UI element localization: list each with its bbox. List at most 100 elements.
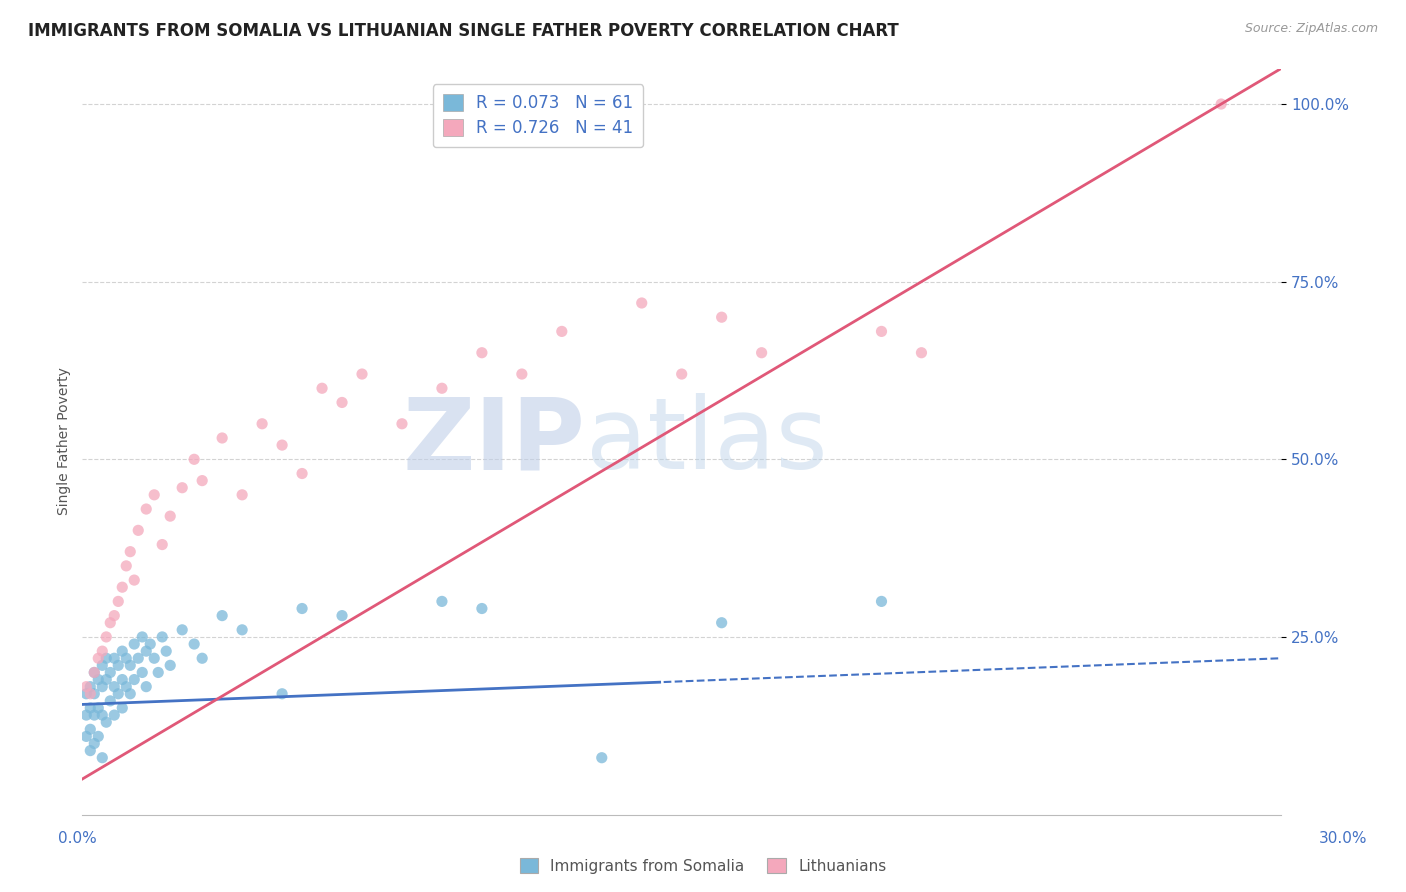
Point	[98, 665, 121, 680]
Point	[271, 438, 294, 452]
Point	[107, 687, 129, 701]
Point	[83, 708, 105, 723]
Point	[510, 367, 533, 381]
Point	[710, 615, 733, 630]
Point	[98, 694, 121, 708]
Point	[172, 481, 194, 495]
Point	[191, 651, 214, 665]
Point	[83, 665, 105, 680]
Point	[350, 367, 373, 381]
Point	[150, 537, 173, 551]
Point	[211, 431, 233, 445]
Point	[83, 737, 105, 751]
Point	[131, 630, 153, 644]
Point	[155, 644, 177, 658]
Point	[87, 701, 110, 715]
Point	[148, 665, 170, 680]
Point	[111, 580, 134, 594]
Point	[910, 345, 932, 359]
Point	[120, 687, 142, 701]
Point	[671, 367, 693, 381]
Point	[103, 651, 125, 665]
Point	[91, 680, 114, 694]
Point	[231, 623, 253, 637]
Point	[291, 601, 314, 615]
Point	[79, 723, 101, 737]
Point	[430, 594, 453, 608]
Point	[135, 680, 157, 694]
Point	[311, 381, 333, 395]
Point	[87, 730, 110, 744]
Point	[87, 651, 110, 665]
Point	[710, 310, 733, 325]
Point	[271, 687, 294, 701]
Point	[120, 544, 142, 558]
Point	[115, 651, 138, 665]
Point	[131, 665, 153, 680]
Text: 30.0%: 30.0%	[1319, 831, 1367, 846]
Point	[75, 730, 97, 744]
Point	[291, 467, 314, 481]
Point	[139, 637, 162, 651]
Point	[135, 502, 157, 516]
Point	[83, 665, 105, 680]
Point	[91, 750, 114, 764]
Point	[75, 680, 97, 694]
Point	[91, 644, 114, 658]
Point	[127, 524, 149, 538]
Point	[79, 680, 101, 694]
Text: ZIP: ZIP	[404, 393, 586, 490]
Point	[551, 325, 574, 339]
Text: Source: ZipAtlas.com: Source: ZipAtlas.com	[1244, 22, 1378, 36]
Legend: Immigrants from Somalia, Lithuanians: Immigrants from Somalia, Lithuanians	[513, 852, 893, 880]
Point	[107, 658, 129, 673]
Point	[122, 673, 145, 687]
Point	[870, 594, 893, 608]
Y-axis label: Single Father Poverty: Single Father Poverty	[58, 368, 72, 516]
Point	[430, 381, 453, 395]
Point	[630, 296, 652, 310]
Point	[143, 651, 166, 665]
Point	[79, 687, 101, 701]
Point	[111, 644, 134, 658]
Point	[159, 509, 181, 524]
Point	[191, 474, 214, 488]
Point	[91, 658, 114, 673]
Text: IMMIGRANTS FROM SOMALIA VS LITHUANIAN SINGLE FATHER POVERTY CORRELATION CHART: IMMIGRANTS FROM SOMALIA VS LITHUANIAN SI…	[28, 22, 898, 40]
Point	[115, 558, 138, 573]
Point	[115, 680, 138, 694]
Point	[103, 608, 125, 623]
Point	[591, 750, 613, 764]
Point	[471, 601, 494, 615]
Point	[870, 325, 893, 339]
Point	[111, 701, 134, 715]
Point	[103, 680, 125, 694]
Point	[111, 673, 134, 687]
Text: 0.0%: 0.0%	[58, 831, 97, 846]
Point	[98, 615, 121, 630]
Point	[183, 452, 205, 467]
Text: atlas: atlas	[586, 393, 827, 490]
Point	[330, 395, 353, 409]
Point	[172, 623, 194, 637]
Point	[330, 608, 353, 623]
Point	[211, 608, 233, 623]
Point	[391, 417, 413, 431]
Point	[143, 488, 166, 502]
Point	[250, 417, 273, 431]
Point	[159, 658, 181, 673]
Point	[150, 630, 173, 644]
Point	[96, 715, 118, 730]
Point	[107, 594, 129, 608]
Point	[122, 573, 145, 587]
Point	[96, 651, 118, 665]
Point	[96, 673, 118, 687]
Point	[79, 701, 101, 715]
Point	[79, 743, 101, 757]
Point	[135, 644, 157, 658]
Point	[231, 488, 253, 502]
Point	[127, 651, 149, 665]
Point	[471, 345, 494, 359]
Point	[183, 637, 205, 651]
Point	[122, 637, 145, 651]
